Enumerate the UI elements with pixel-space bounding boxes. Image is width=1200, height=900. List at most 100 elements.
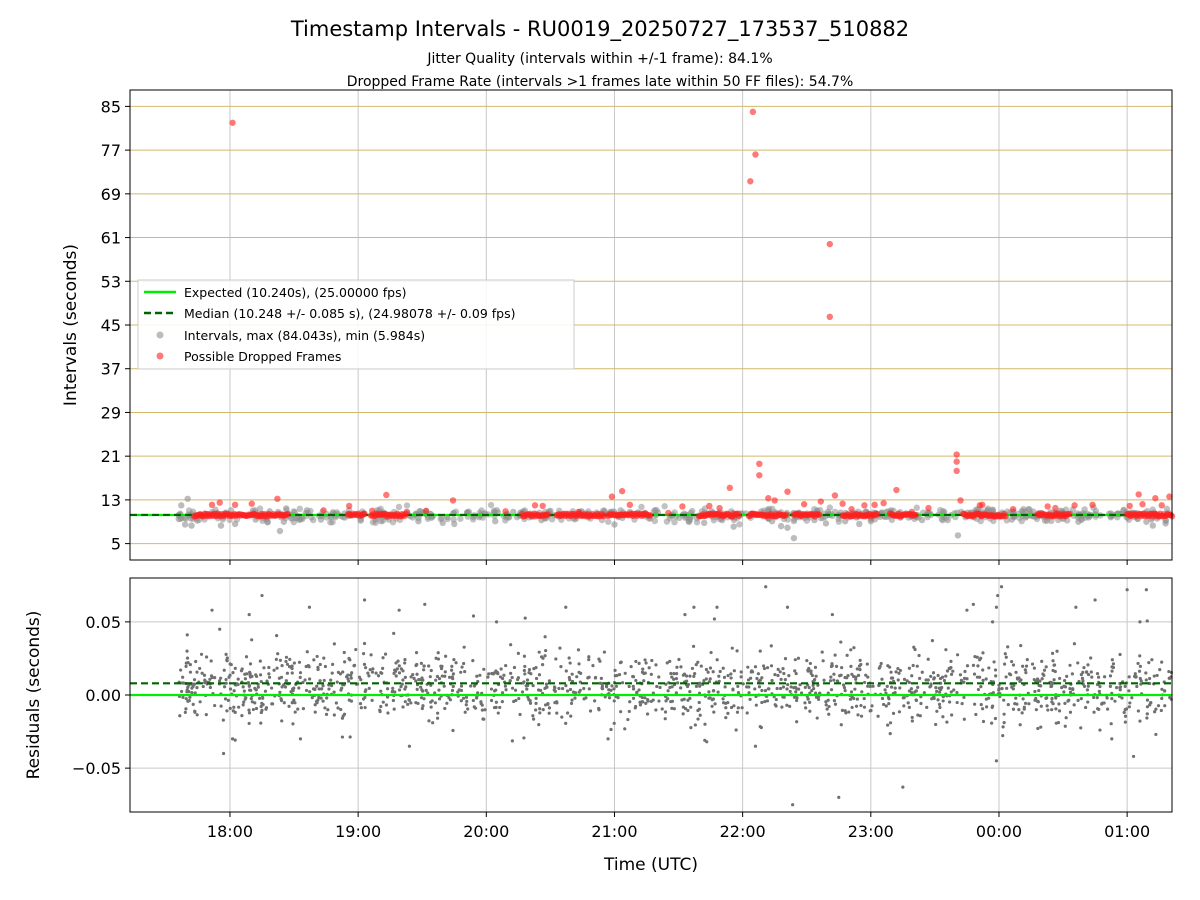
residual-point (1163, 689, 1167, 693)
residual-point (758, 649, 762, 653)
residual-point (806, 697, 810, 701)
residual-point (427, 719, 431, 723)
residual-point (822, 678, 826, 682)
residual-point (544, 682, 549, 686)
residual-point (368, 668, 372, 672)
residual-point (451, 728, 455, 733)
interval-point (856, 520, 863, 528)
residual-point (523, 664, 527, 669)
top-y-tick-label: 61 (101, 229, 121, 248)
residual-point (849, 690, 854, 694)
residual-point (913, 647, 917, 652)
residual-point (741, 682, 745, 686)
residual-point (612, 687, 616, 691)
residual-point (181, 675, 185, 679)
residual-point (948, 667, 952, 671)
residual-point (541, 708, 545, 712)
residual-point (249, 697, 253, 701)
residual-point (310, 696, 314, 700)
residual-point (1050, 696, 1054, 701)
residual-point (609, 727, 613, 732)
residual-point (1123, 684, 1127, 688)
residual-point (429, 705, 433, 709)
residual-point (992, 660, 996, 664)
residual-point (888, 732, 892, 736)
residual-point (705, 740, 709, 744)
residual-point (722, 675, 727, 679)
residual-point (788, 704, 792, 708)
bottom-y-axis-label: Residuals (seconds) (24, 611, 44, 780)
residual-point (628, 700, 632, 704)
residual-point (1089, 656, 1093, 660)
residual-point (877, 666, 881, 670)
residual-point (547, 706, 552, 710)
residual-point (184, 664, 188, 668)
residual-point (824, 700, 828, 704)
residual-point (336, 706, 340, 710)
residual-point (635, 690, 639, 694)
residual-point (376, 674, 381, 678)
residual-point (1110, 696, 1114, 701)
interval-point (403, 502, 411, 509)
x-tick-label: 18:00 (207, 822, 253, 841)
residual-point (209, 674, 214, 678)
residual-point (916, 685, 920, 689)
interval-point (469, 516, 477, 523)
residual-point (940, 675, 945, 679)
residual-point (896, 666, 900, 671)
residual-point (1034, 696, 1038, 701)
residual-point (270, 702, 274, 706)
residual-point (696, 660, 700, 664)
residual-point (285, 662, 290, 666)
residual-point (837, 795, 841, 799)
residual-point (253, 686, 257, 690)
residual-point (1023, 701, 1028, 705)
residual-point (871, 684, 875, 688)
residual-point (267, 665, 271, 670)
interval-point (502, 517, 509, 524)
residual-point (832, 672, 836, 676)
residual-point (778, 670, 782, 674)
residual-point (403, 675, 407, 679)
residual-point (1062, 690, 1066, 694)
interval-point (1018, 517, 1025, 525)
residual-point (301, 680, 305, 685)
residual-point (437, 697, 442, 701)
residual-point (385, 687, 390, 691)
residual-point (1022, 705, 1026, 709)
residual-point (348, 735, 352, 739)
residual-point (945, 669, 950, 673)
residual-point (841, 683, 846, 687)
residual-point (247, 683, 252, 688)
interval-point (671, 519, 678, 526)
residual-point (442, 684, 446, 688)
residual-point (292, 698, 296, 702)
residual-point (1167, 676, 1171, 680)
residual-point (920, 670, 924, 674)
residual-point (880, 677, 884, 681)
interval-point (918, 516, 926, 524)
dropped-frame-point (957, 497, 964, 504)
residual-point (321, 684, 325, 688)
residual-point (184, 707, 188, 711)
residual-point (392, 707, 396, 711)
residual-point (971, 663, 976, 667)
residual-point (670, 685, 674, 689)
residual-point (536, 688, 541, 692)
residual-point (326, 708, 330, 712)
residual-point (459, 670, 463, 674)
residual-point (496, 711, 500, 715)
residual-point (946, 686, 950, 690)
residual-point (947, 700, 952, 704)
residual-point (617, 673, 622, 677)
residual-point (679, 665, 683, 669)
residual-point (305, 650, 309, 654)
residual-point (463, 669, 467, 674)
residual-point (349, 676, 353, 680)
residual-point (925, 705, 929, 709)
residual-point (726, 674, 730, 678)
interval-point (217, 522, 225, 529)
residual-point (321, 699, 325, 703)
residual-point (469, 684, 473, 688)
residual-point (522, 736, 526, 740)
